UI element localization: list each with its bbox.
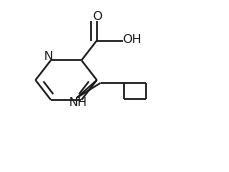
- Text: OH: OH: [121, 33, 141, 46]
- Text: NH: NH: [68, 96, 87, 109]
- Text: N: N: [44, 50, 53, 63]
- Text: O: O: [91, 10, 101, 23]
